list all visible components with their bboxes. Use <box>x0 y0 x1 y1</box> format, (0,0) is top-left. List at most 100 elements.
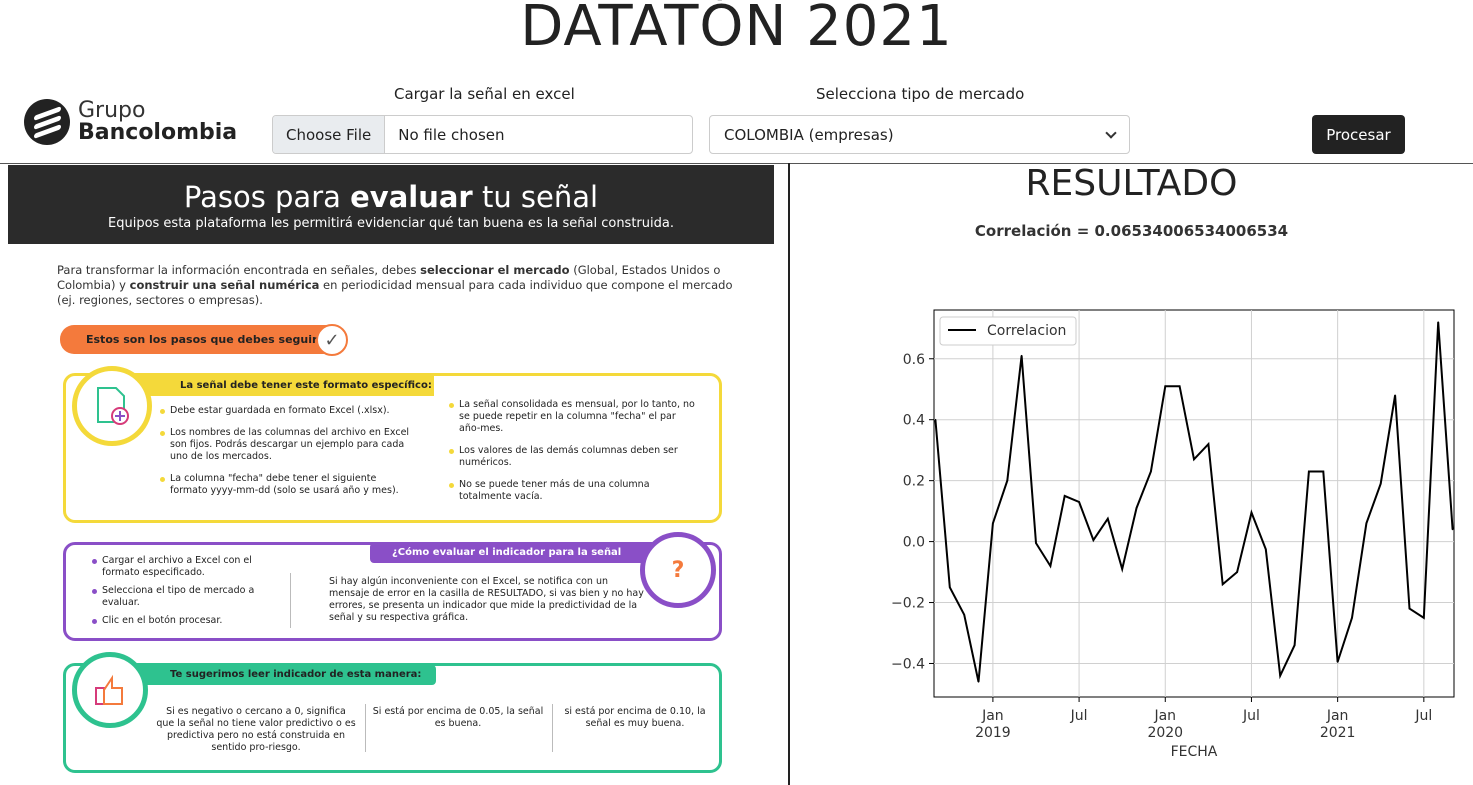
question-icon: ? <box>640 532 716 608</box>
y-tick-label: 0.0 <box>903 535 925 551</box>
bancolombia-logo-icon <box>24 99 70 145</box>
x-axis-label: FECHA <box>1171 744 1218 760</box>
data-point <box>1006 479 1009 482</box>
evaluate-list: Cargar el archivo a Excel con el formato… <box>92 555 262 633</box>
data-point <box>1049 565 1052 567</box>
chart-grid <box>934 310 1454 697</box>
list-item: No se puede tener más de una columna tot… <box>449 479 699 503</box>
evaluate-separator <box>290 573 291 628</box>
y-tick-label: −0.4 <box>891 656 925 672</box>
x-tick-label: Jan <box>981 708 1004 724</box>
upload-label: Cargar la señal en excel <box>394 85 575 103</box>
data-point <box>1063 495 1066 497</box>
x-tick-label: Jul <box>1242 708 1260 724</box>
list-item: Debe estar guardada en formato Excel (.x… <box>160 405 412 417</box>
thumbs-up-icon <box>72 652 148 728</box>
data-point <box>1221 583 1224 586</box>
data-point <box>1293 644 1296 646</box>
page-title: DATATÓN 2021 <box>520 0 953 59</box>
evaluate-text: Si hay algún inconveniente con el Excel,… <box>329 576 644 623</box>
choose-file-button[interactable]: Choose File <box>273 116 386 153</box>
list-item: Selecciona el tipo de mercado a evaluar. <box>92 585 262 609</box>
data-point <box>1322 470 1325 473</box>
read-col-very-good: si está por encima de 0.10, la señal es … <box>564 706 706 729</box>
file-upload-input[interactable]: Choose File No file chosen <box>272 115 693 154</box>
banner-title: Pasos para evaluar tu señal <box>183 180 599 214</box>
list-item: La señal consolidada es mensual, por lo … <box>449 399 699 435</box>
list-item: La columna "fecha" debe tener el siguien… <box>160 473 412 497</box>
y-tick-label: −0.2 <box>891 596 925 612</box>
document-icon <box>72 366 152 446</box>
data-point <box>963 613 965 616</box>
instructions-banner: Pasos para evaluar tu señal Equipos esta… <box>8 165 774 244</box>
series-points <box>934 321 1454 683</box>
data-point <box>1437 321 1439 323</box>
data-point <box>1035 542 1037 544</box>
read-separator-1 <box>365 704 366 752</box>
list-item: Clic en el botón procesar. <box>92 615 262 627</box>
data-point <box>1394 394 1396 397</box>
data-point <box>1408 607 1411 610</box>
data-point <box>1092 539 1095 541</box>
data-point <box>1265 548 1267 551</box>
y-tick-label: 0.4 <box>903 413 925 429</box>
x-tick-year-label: 2021 <box>1320 725 1356 741</box>
data-point <box>1308 470 1310 473</box>
data-point <box>1121 568 1123 570</box>
format-list-left: Debe estar guardada en formato Excel (.x… <box>160 405 412 507</box>
read-tag: Te sugerimos leer indicador de esta mane… <box>110 665 436 685</box>
data-point <box>1150 470 1152 473</box>
check-icon: ✓ <box>316 324 348 356</box>
read-separator-2 <box>552 704 553 752</box>
evaluate-tag: ¿Cómo evaluar el indicador para la señal… <box>370 543 660 578</box>
plot-area <box>933 309 1455 698</box>
data-point <box>1135 507 1138 509</box>
data-point <box>1336 661 1339 663</box>
data-point <box>1279 674 1281 677</box>
x-tick-label: Jan <box>1326 708 1349 724</box>
list-item: Los nombres de las columnas del archivo … <box>160 427 412 463</box>
data-point <box>1107 517 1109 520</box>
market-label: Selecciona tipo de mercado <box>816 85 1025 103</box>
list-item: Cargar el archivo a Excel con el formato… <box>92 555 262 579</box>
data-point <box>1236 571 1238 573</box>
data-point <box>1078 501 1080 503</box>
data-point <box>1451 528 1454 531</box>
logo-text-bancolombia: Bancolombia <box>78 120 238 145</box>
read-box <box>63 663 722 773</box>
x-tick-year-label: 2020 <box>1147 725 1183 741</box>
data-point <box>949 586 951 589</box>
y-tick-label: 0.6 <box>903 352 925 368</box>
data-point <box>1365 522 1368 525</box>
process-button[interactable]: Procesar <box>1312 115 1405 154</box>
read-col-negative: Si es negativo o cercano a 0, significa … <box>156 706 356 753</box>
data-point <box>1020 354 1023 357</box>
data-point <box>1193 458 1195 461</box>
y-tick-label: 0.2 <box>903 474 925 490</box>
y-axis-ticks: 0.6 0.4 0.2 0.0 −0.2 −0.4 <box>891 352 934 672</box>
data-point <box>1250 511 1253 514</box>
logo-text-grupo: Grupo <box>78 98 146 123</box>
data-point <box>1379 482 1382 485</box>
x-tick-label: Jul <box>1070 708 1088 724</box>
market-select[interactable]: COLOMBIA (empresas) <box>709 115 1130 154</box>
result-title: RESULTADO <box>1025 163 1238 204</box>
data-point <box>992 522 994 525</box>
market-select-value: COLOMBIA (empresas) <box>724 125 894 144</box>
correlation-value: Correlación = 0.06534006534006534 <box>974 222 1289 240</box>
chevron-down-icon <box>1105 126 1117 139</box>
bancolombia-logo: Grupo Bancolombia <box>24 99 237 145</box>
header-divider <box>0 163 1473 164</box>
data-point <box>934 418 937 421</box>
format-tag: La señal debe tener este formato específ… <box>110 376 434 396</box>
data-point <box>1351 616 1353 619</box>
panel-divider <box>788 163 790 785</box>
data-point <box>1423 616 1425 619</box>
x-tick-label: Jan <box>1153 708 1176 724</box>
file-status-text: No file chosen <box>398 125 505 144</box>
format-box <box>63 373 722 523</box>
data-point <box>977 680 980 683</box>
